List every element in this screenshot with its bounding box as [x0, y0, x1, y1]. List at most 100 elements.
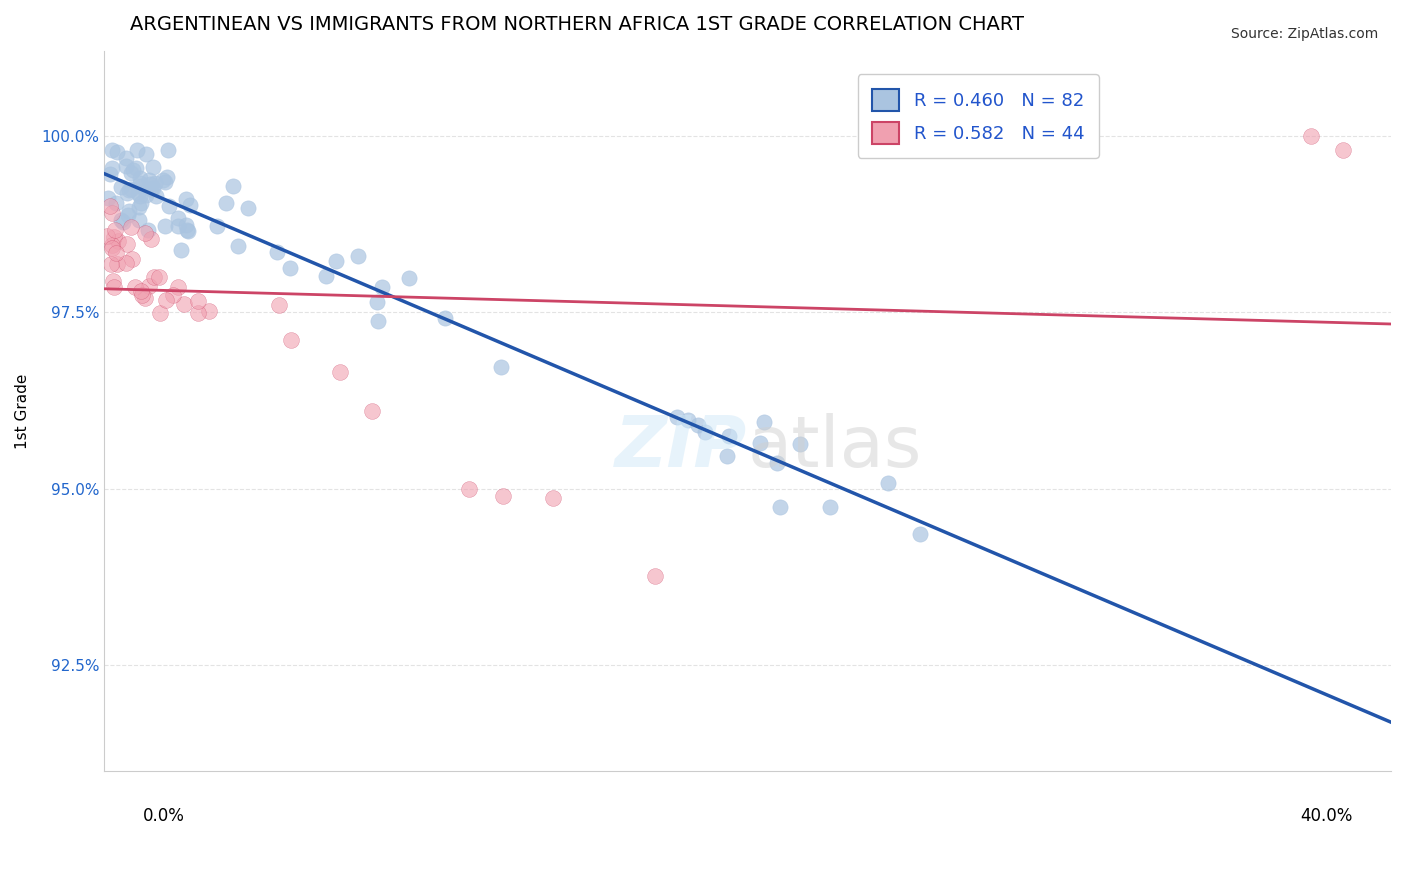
Point: [541, 491, 564, 505]
Point: [197, 303, 219, 318]
Point: [434, 310, 457, 325]
Point: [124, 280, 146, 294]
Point: [1331, 143, 1354, 157]
Point: [718, 428, 741, 442]
Point: [162, 288, 184, 302]
Point: [489, 359, 512, 374]
Point: [135, 147, 157, 161]
Point: [176, 192, 198, 206]
Point: [167, 211, 190, 225]
Point: [142, 181, 165, 195]
Point: [236, 201, 259, 215]
Point: [366, 295, 388, 310]
Point: [145, 189, 167, 203]
Point: [110, 213, 132, 227]
Point: [166, 219, 188, 234]
Point: [138, 173, 160, 187]
Point: [315, 268, 337, 283]
Point: [138, 279, 160, 293]
Point: [789, 437, 811, 451]
Point: [325, 253, 347, 268]
Point: [768, 500, 790, 515]
Point: [174, 218, 197, 232]
Text: Source: ZipAtlas.com: Source: ZipAtlas.com: [1230, 27, 1378, 41]
Text: ZIP: ZIP: [616, 412, 748, 482]
Point: [155, 293, 177, 308]
Point: [128, 213, 150, 227]
Text: ARGENTINEAN VS IMMIGRANTS FROM NORTHERN AFRICA 1ST GRADE CORRELATION CHART: ARGENTINEAN VS IMMIGRANTS FROM NORTHERN …: [129, 15, 1024, 34]
Point: [104, 222, 127, 236]
Point: [187, 294, 209, 309]
Point: [105, 257, 128, 271]
Point: [101, 205, 124, 219]
Point: [117, 203, 139, 218]
Point: [176, 223, 198, 237]
Point: [149, 306, 172, 320]
Point: [100, 257, 122, 271]
Point: [134, 291, 156, 305]
Point: [135, 188, 157, 202]
Point: [101, 274, 124, 288]
Point: [367, 314, 389, 328]
Point: [101, 161, 124, 176]
Point: [129, 195, 152, 210]
Point: [114, 152, 136, 166]
Point: [129, 176, 152, 190]
Point: [371, 280, 394, 294]
Point: [665, 409, 688, 424]
Point: [103, 230, 125, 244]
Point: [98, 199, 121, 213]
Point: [100, 237, 122, 252]
Point: [492, 489, 515, 503]
Point: [120, 166, 142, 180]
Point: [278, 260, 301, 275]
Point: [177, 224, 200, 238]
Point: [128, 200, 150, 214]
Point: [105, 196, 128, 211]
Point: [678, 413, 700, 427]
Point: [361, 404, 384, 418]
Point: [187, 305, 209, 319]
Point: [118, 183, 141, 197]
Point: [111, 215, 134, 229]
Point: [644, 569, 666, 583]
Point: [136, 222, 159, 236]
Text: atlas: atlas: [748, 412, 922, 482]
Point: [125, 143, 148, 157]
Point: [148, 270, 170, 285]
Point: [143, 176, 166, 190]
Legend: R = 0.460   N = 82, R = 0.582   N = 44: R = 0.460 N = 82, R = 0.582 N = 44: [858, 74, 1099, 158]
Point: [121, 252, 143, 267]
Point: [818, 500, 841, 514]
Point: [98, 167, 121, 181]
Point: [752, 416, 775, 430]
Point: [120, 182, 142, 196]
Point: [97, 191, 120, 205]
Point: [131, 288, 153, 302]
Point: [129, 284, 152, 298]
Point: [156, 169, 179, 184]
Point: [105, 145, 128, 160]
Point: [157, 143, 180, 157]
Point: [143, 269, 166, 284]
Point: [716, 449, 738, 463]
Point: [267, 298, 290, 312]
Point: [114, 256, 136, 270]
Point: [166, 279, 188, 293]
Point: [134, 226, 156, 240]
Point: [1299, 128, 1322, 143]
Point: [226, 239, 249, 253]
Point: [125, 161, 148, 175]
Point: [104, 246, 127, 260]
Point: [398, 270, 420, 285]
Point: [153, 175, 176, 189]
Point: [117, 209, 139, 223]
Point: [347, 249, 370, 263]
Point: [117, 237, 139, 252]
Point: [280, 334, 302, 348]
Point: [877, 475, 900, 490]
Point: [908, 526, 931, 541]
Point: [266, 244, 288, 259]
Point: [117, 186, 139, 200]
Point: [100, 241, 122, 255]
